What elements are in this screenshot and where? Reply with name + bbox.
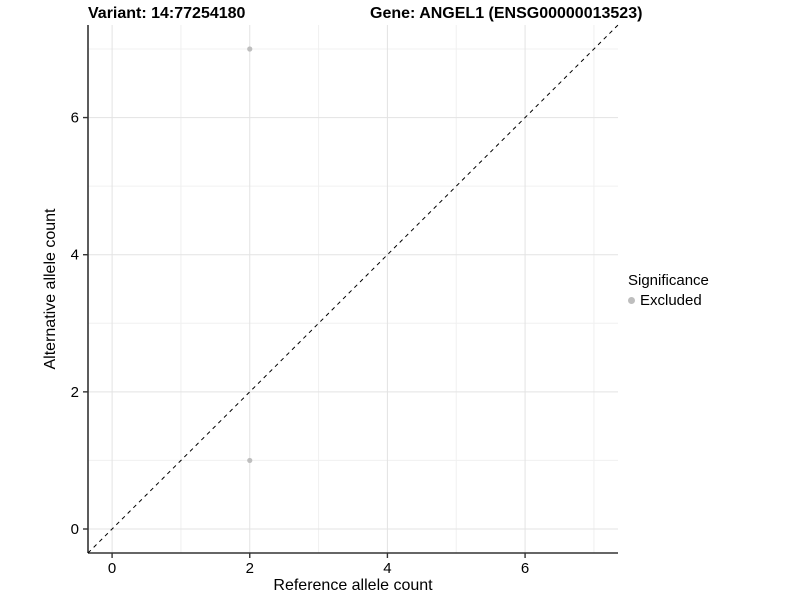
legend-point-swatch-icon bbox=[628, 297, 635, 304]
identity-reference-line bbox=[87, 24, 619, 554]
legend: Significance Excluded bbox=[628, 272, 709, 309]
legend-item-excluded: Excluded bbox=[628, 292, 709, 309]
data-point bbox=[247, 457, 253, 464]
y-tick-label: 2 bbox=[71, 384, 79, 401]
x-tick-label: 2 bbox=[246, 560, 254, 577]
legend-title: Significance bbox=[628, 272, 709, 289]
x-tick-label: 4 bbox=[383, 560, 391, 577]
legend-item-label: Excluded bbox=[640, 292, 702, 309]
x-axis-title: Reference allele count bbox=[273, 577, 433, 594]
y-tick-label: 6 bbox=[71, 110, 79, 127]
y-tick-label: 4 bbox=[71, 247, 79, 264]
y-tick-label: 0 bbox=[71, 521, 79, 538]
x-tick-label: 0 bbox=[108, 560, 116, 577]
y-axis-title: Alternative allele count bbox=[42, 208, 59, 370]
data-point bbox=[247, 46, 253, 52]
plot-title-variant: Variant: 14:77254180 bbox=[88, 5, 246, 22]
plot-title-gene: Gene: ANGEL1 (ENSG00000013523) bbox=[370, 5, 643, 22]
x-tick-label: 6 bbox=[521, 560, 529, 577]
